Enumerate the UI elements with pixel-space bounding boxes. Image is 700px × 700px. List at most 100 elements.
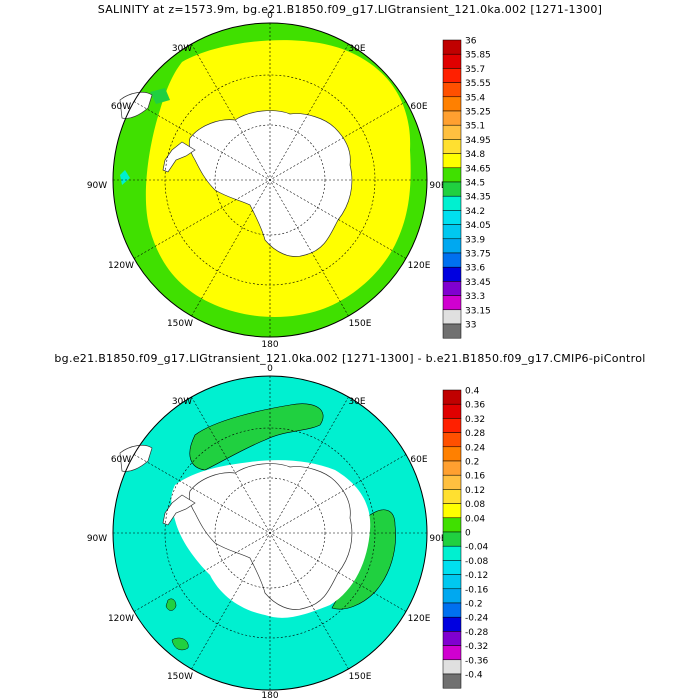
top-colorbar-swatch [442, 110, 462, 126]
top-colorbar-label: 35.85 [465, 51, 491, 61]
bottom-lon-label-60e: 60E [410, 455, 427, 465]
bottom-lon-label-30w: 30W [172, 397, 192, 407]
bottom-colorbar-label: 0.16 [465, 472, 485, 482]
bottom-colorbar-swatch [442, 418, 462, 433]
top-colorbar-label: 33.45 [465, 278, 491, 288]
top-colorbar-swatch [442, 295, 462, 311]
top-colorbar-swatch [442, 281, 462, 296]
bottom-lon-label-30e: 30E [348, 397, 365, 407]
top-colorbar-label: 34.8 [465, 150, 485, 160]
bottom-colorbar-swatch [442, 403, 462, 419]
top-colorbar-swatch [442, 124, 462, 140]
bottom-map-positive-anomaly-north [189, 403, 324, 471]
top-colorbar-swatch [442, 139, 462, 154]
bottom-colorbar-label: -0.28 [465, 628, 489, 638]
top-colorbar-swatch [442, 224, 462, 240]
top-colorbar-label: 36 [465, 37, 477, 47]
top-colorbar-swatch [442, 323, 462, 339]
top-colorbar-label: 33.6 [465, 264, 485, 274]
top-colorbar-swatch [442, 266, 462, 282]
bottom-lon-label-180: 180 [261, 691, 278, 700]
bottom-lon-label-90w: 90W [87, 534, 107, 544]
top-colorbar-label: 33.75 [465, 250, 491, 260]
bottom-colorbar-swatch [442, 503, 462, 519]
bottom-map-antarctica [188, 463, 353, 610]
bottom-colorbar-swatch [442, 673, 462, 689]
top-map-green-patch [150, 88, 170, 104]
top-colorbar-swatch [442, 195, 462, 211]
top-map-boundary [112, 22, 428, 338]
bottom-colorbar-label: -0.36 [465, 656, 489, 666]
bottom-colorbar-swatch [442, 446, 462, 462]
top-colorbar-label: 34.2 [465, 207, 485, 217]
top-colorbar-label: 34.95 [465, 136, 491, 146]
bottom-colorbar-label: 0.12 [465, 486, 485, 496]
bottom-colorbar-swatch [442, 602, 462, 618]
top-colorbar-label: 34.5 [465, 179, 485, 189]
bottom-colorbar-swatch [442, 531, 462, 547]
bottom-colorbar: 0.4 0.36 0.32 0.28 0.24 0.2 0.16 0.12 0.08 0.04 0 -… [442, 387, 489, 689]
top-colorbar-label: 34.35 [465, 193, 491, 203]
top-colorbar-label: 35.7 [465, 65, 485, 75]
bottom-colorbar-label: 0.28 [465, 429, 485, 439]
top-map-title: SALINITY at z=1573.9m, bg.e21.B1850.f09_… [97, 3, 603, 16]
top-colorbar-label: 35.1 [465, 122, 485, 132]
bottom-colorbar-swatch [442, 631, 462, 646]
bottom-map-anomaly-patch [171, 637, 189, 651]
bottom-colorbar-swatch [442, 574, 462, 590]
bottom-map-boundary [112, 375, 428, 691]
bottom-colorbar-label: -0.24 [465, 614, 489, 624]
top-colorbar-label: 33.3 [465, 292, 485, 302]
top-colorbar-label: 35.55 [465, 79, 491, 89]
bottom-colorbar-label: 0.08 [465, 500, 485, 510]
top-lon-label-150w: 150W [167, 319, 193, 329]
top-colorbar-label: 35.25 [465, 108, 491, 118]
bottom-lon-label-150e: 150E [349, 672, 372, 682]
top-lon-label-90e: 90E [429, 181, 446, 191]
bottom-colorbar-swatch [442, 474, 462, 490]
bottom-lon-label-120w: 120W [108, 614, 134, 624]
top-lon-label-90w: 90W [87, 181, 107, 191]
top-lon-label-60w: 60W [111, 102, 131, 112]
top-map-antarctica [188, 110, 353, 257]
bottom-colorbar-label: 0.24 [465, 443, 485, 453]
top-colorbar-swatch [442, 167, 462, 183]
bottom-colorbar-swatch [442, 659, 462, 675]
top-colorbar-swatch [442, 252, 462, 268]
bottom-colorbar-label: 0 [465, 529, 471, 539]
bottom-map: 0 30E 60E 90E 120E 150E 180 150W 120W 90… [87, 364, 447, 700]
top-map: 0 30E 60E 90E 120E 150E 180 150W 120W 90… [87, 11, 447, 350]
bottom-colorbar-swatch [442, 460, 462, 476]
top-colorbar-label: 33.15 [465, 306, 491, 316]
top-colorbar-swatch [442, 39, 462, 55]
bottom-colorbar-swatch [442, 432, 462, 448]
bottom-colorbar-swatch [442, 588, 462, 604]
top-lon-label-120w: 120W [108, 261, 134, 271]
top-colorbar-label: 35.4 [465, 93, 485, 103]
bottom-colorbar-swatch [442, 389, 462, 405]
top-colorbar-label: 33 [465, 321, 476, 331]
top-lon-label-60e: 60E [410, 102, 427, 112]
top-colorbar-swatch [442, 238, 462, 254]
bottom-colorbar-swatch [442, 489, 462, 504]
top-colorbar-swatch [442, 82, 462, 98]
bottom-colorbar-label: 0.36 [465, 401, 485, 411]
top-colorbar-label: 34.65 [465, 164, 491, 174]
top-lon-label-30e: 30E [348, 44, 365, 54]
top-colorbar-label: 34.05 [465, 221, 491, 231]
bottom-colorbar-label: -0.12 [465, 571, 488, 581]
bottom-colorbar-swatch [442, 645, 462, 661]
top-colorbar: 36 35.85 35.7 35.55 35.4 35.25 35.1 34.95 34.8 34… [442, 37, 491, 339]
top-colorbar-swatch [442, 53, 462, 69]
bottom-lon-label-150w: 150W [167, 672, 193, 682]
bottom-colorbar-swatch [442, 616, 462, 632]
bottom-lon-label-120e: 120E [408, 614, 431, 624]
top-colorbar-label: 33.9 [465, 235, 485, 245]
top-lon-label-120e: 120E [408, 261, 431, 271]
top-colorbar-swatch [442, 68, 462, 83]
top-colorbar-swatch [442, 210, 462, 225]
bottom-map-title: bg.e21.B1850.f09_g17.LIGtransient_121.0k… [54, 352, 646, 365]
bottom-colorbar-label: -0.2 [465, 600, 483, 610]
bottom-colorbar-swatch [442, 517, 462, 533]
bottom-colorbar-label: 0.4 [465, 387, 480, 397]
